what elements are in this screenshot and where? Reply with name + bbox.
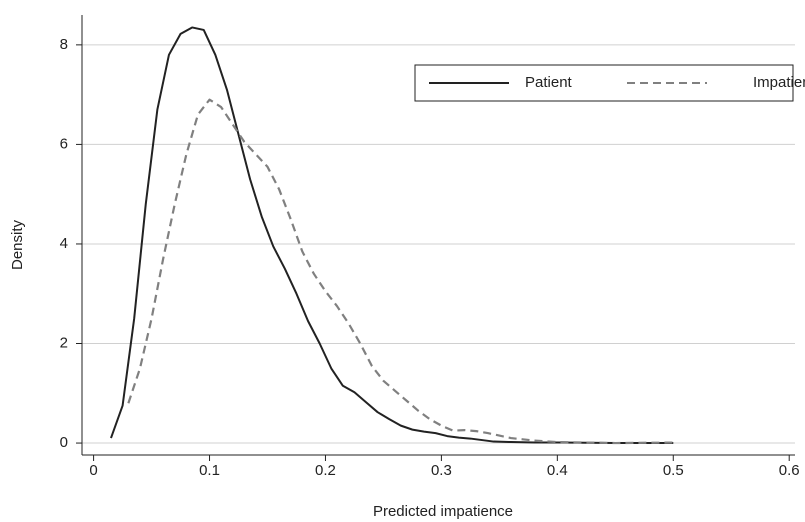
x-tick-label: 0.3 (431, 462, 452, 479)
series-line (127, 98, 674, 445)
series-line (110, 26, 674, 445)
legend-label: Impatient (753, 74, 805, 91)
y-tick-label: 6 (60, 135, 68, 152)
y-axis-label: Density (9, 219, 26, 270)
x-tick-label: 0.2 (315, 462, 336, 479)
x-tick-label: 0.5 (663, 462, 684, 479)
y-tick-label: 0 (60, 434, 68, 451)
legend-label: Patient (525, 74, 573, 91)
y-tick-label: 8 (60, 36, 68, 53)
x-tick-label: 0.1 (199, 462, 220, 479)
y-tick-label: 4 (60, 235, 68, 252)
y-tick-label: 2 (60, 334, 68, 351)
x-tick-label: 0.6 (779, 462, 800, 479)
x-axis-label: Predicted impatience (373, 503, 513, 520)
x-tick-label: 0 (89, 462, 97, 479)
x-tick-label: 0.4 (547, 462, 568, 479)
